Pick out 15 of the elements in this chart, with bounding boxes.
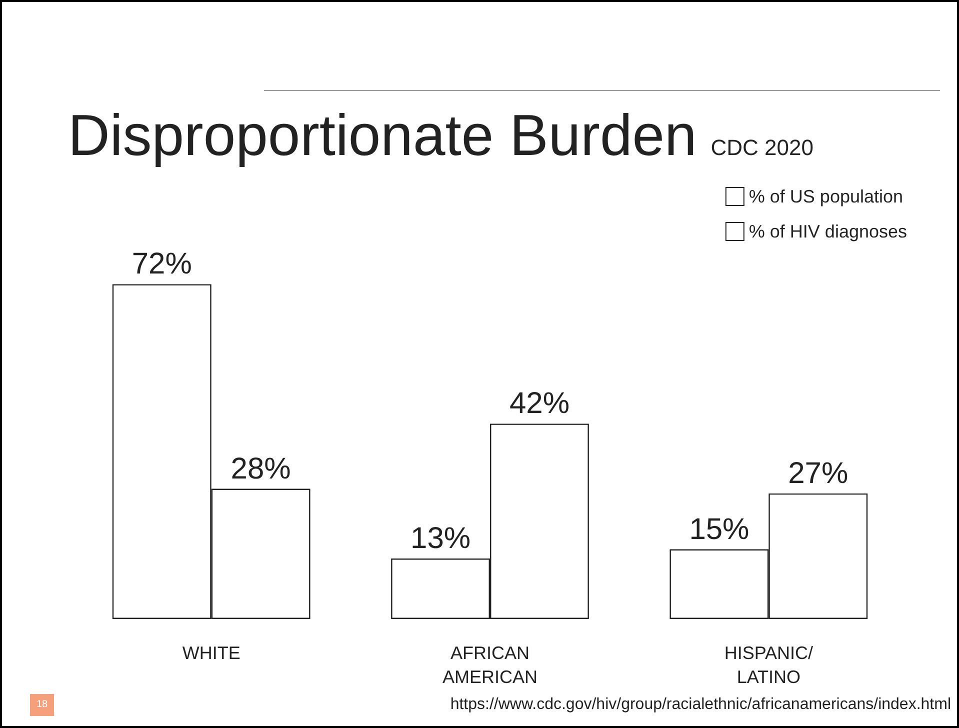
text: https://www.cdc.gov/hiv/group/racialethnic/africanamericans/index.html: [450, 696, 951, 714]
chart-subtitle: CDC 2020: [710, 135, 814, 160]
legend-label: % of HIV diagnoses: [748, 222, 908, 242]
data-label: 42%: [509, 387, 570, 420]
data-label: 72%: [132, 248, 192, 281]
x-tick-label: AFRICAN AMERICAN: [442, 643, 538, 687]
data-label: 15%: [689, 512, 750, 546]
legend-label: % of US population: [748, 186, 904, 206]
data-label: 13%: [410, 522, 471, 556]
text: 18: [30, 694, 54, 716]
data-label: 28%: [230, 452, 291, 486]
chart-title: Disproportionate Burden: [68, 103, 697, 168]
data-label: 27%: [788, 456, 848, 490]
x-tick-label: WHITE: [182, 643, 240, 663]
x-tick-label: HISPANIC/ LATINO: [724, 643, 814, 687]
